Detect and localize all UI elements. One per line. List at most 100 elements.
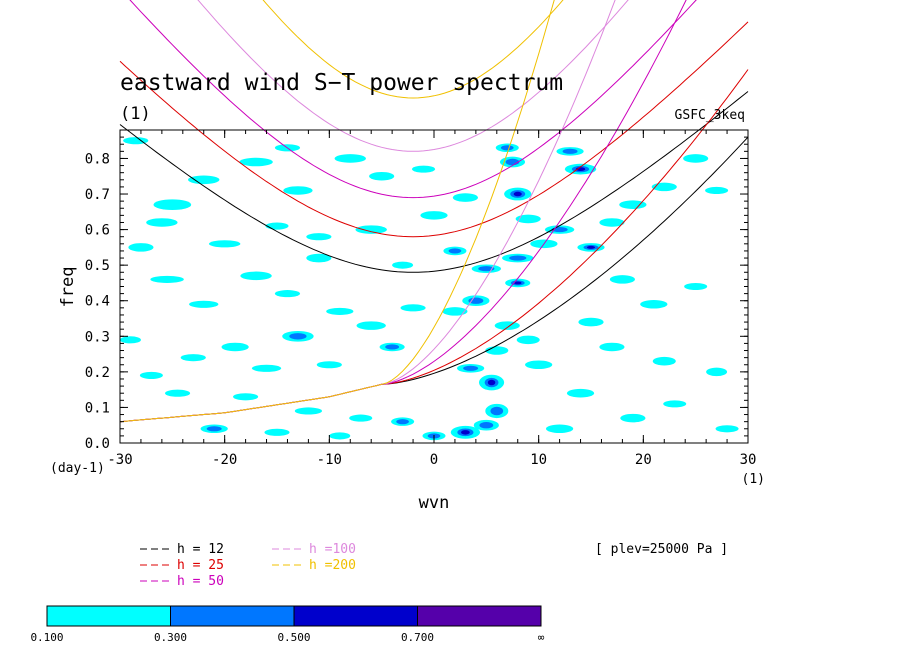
- contour-patch: [392, 261, 414, 269]
- contour-patch: [189, 300, 219, 308]
- contour-patch: [545, 424, 574, 434]
- contour-patch: [294, 407, 323, 415]
- contour-patch-inner: [562, 148, 578, 154]
- contour-patch: [452, 193, 478, 202]
- contour-patch: [349, 414, 373, 422]
- contour-patch-inner: [500, 145, 514, 151]
- contour-patch-core: [461, 430, 470, 435]
- contour-patch: [516, 335, 540, 345]
- contour-patch: [494, 321, 520, 330]
- legend-label: h =200: [309, 558, 356, 573]
- contour-patch-inner: [289, 333, 307, 340]
- contour-patch: [150, 275, 184, 283]
- contour-patch: [683, 154, 709, 163]
- contour-patch: [239, 157, 273, 167]
- contour-patch: [599, 218, 625, 227]
- contour-patch: [120, 336, 141, 344]
- contour-patch: [369, 171, 395, 181]
- plev-annotation: [ plev=25000 Pa ]: [595, 542, 728, 557]
- y-tick-label: 0.0: [85, 436, 110, 452]
- contour-patch: [139, 371, 163, 379]
- gravity-curve: [129, 0, 697, 199]
- contour-patch-inner: [206, 426, 222, 432]
- gravity-curve: [119, 91, 749, 273]
- contour-patch: [334, 154, 366, 163]
- y-tick-label: 0.3: [85, 329, 110, 345]
- contour-patch: [684, 282, 708, 291]
- x-tick-label: -10: [317, 452, 342, 468]
- contour-patch: [663, 400, 687, 408]
- legend-label: h = 50: [177, 574, 224, 589]
- contour-patch: [356, 321, 386, 330]
- contour-patch: [400, 304, 426, 312]
- contour-patch-inner: [509, 255, 527, 261]
- y-tick-label: 0.7: [85, 187, 110, 203]
- contour-patch: [306, 233, 332, 241]
- contour-patch: [412, 165, 436, 173]
- chart-title: eastward wind S−T power spectrum: [120, 70, 563, 96]
- contour-patch-core: [586, 245, 596, 249]
- chart-subtitle: (1): [120, 104, 151, 124]
- contour-patch: [251, 364, 282, 372]
- contour-patch: [619, 200, 647, 209]
- x-axis-label: wvn: [419, 493, 450, 513]
- contour-patch: [165, 389, 191, 397]
- contour-patch: [525, 360, 553, 370]
- dataset-label: GSFC_3keq: [675, 108, 745, 123]
- contour-patch: [265, 222, 289, 230]
- y-tick-label: 0.8: [85, 151, 110, 167]
- x-tick-label: 20: [635, 452, 652, 468]
- contour-patch: [188, 175, 220, 185]
- contour-patch-inner: [396, 419, 409, 425]
- gravity-curve: [119, 21, 749, 238]
- contour-patch: [578, 317, 604, 327]
- color-bar-segment: [46, 605, 171, 627]
- contour-patch: [208, 240, 241, 248]
- y-tick-label: 0.2: [85, 365, 110, 381]
- contour-patch: [153, 199, 192, 211]
- contour-patch-inner: [448, 248, 462, 254]
- contour-patch-core: [513, 281, 522, 285]
- contour-patch: [146, 218, 178, 227]
- color-bar-segment: [417, 605, 542, 627]
- x-tick-label: 0: [430, 452, 438, 468]
- contour-patch-inner: [478, 266, 495, 272]
- dispersion-curves: [119, 0, 749, 423]
- contour-patch: [515, 214, 541, 224]
- contour-patch: [420, 211, 448, 220]
- contour-patch: [233, 393, 259, 401]
- contour-patch-inner: [490, 406, 504, 416]
- legend-label: h = 12: [177, 542, 224, 557]
- contour-patch: [706, 367, 728, 377]
- legend-label: h =100: [309, 542, 356, 557]
- y-axis-label: freq: [58, 267, 78, 308]
- contour-patch: [128, 243, 154, 252]
- contour-patch: [306, 253, 332, 263]
- color-bar-label: 0.500: [277, 631, 310, 644]
- kelvin-curve: [119, 0, 687, 423]
- contour-patch: [566, 388, 595, 398]
- gravity-curve: [197, 0, 629, 152]
- contour-patch: [274, 290, 301, 298]
- contour-patch: [316, 361, 342, 369]
- contour-patch: [442, 307, 468, 316]
- color-bar-segment: [170, 605, 295, 627]
- contour-patch: [620, 413, 646, 423]
- x-ticks: -30 -20 -10 0 10 20 30: [107, 130, 756, 468]
- contour-patch: [599, 342, 625, 352]
- contour-patch: [640, 300, 668, 309]
- legend-label: h = 25: [177, 558, 224, 573]
- contour-patch: [221, 342, 249, 352]
- y-tick-label: 0.1: [85, 400, 110, 416]
- y-tick-label: 0.6: [85, 223, 110, 239]
- contour-patch-inner: [385, 344, 400, 350]
- contour-patches: [120, 137, 739, 441]
- color-bar-label: 0.700: [401, 631, 434, 644]
- contour-patch-core: [487, 379, 496, 386]
- contour-patch: [326, 307, 354, 315]
- contour-patch: [240, 271, 272, 281]
- kelvin-curve: [119, 0, 555, 423]
- contour-patch: [283, 186, 313, 195]
